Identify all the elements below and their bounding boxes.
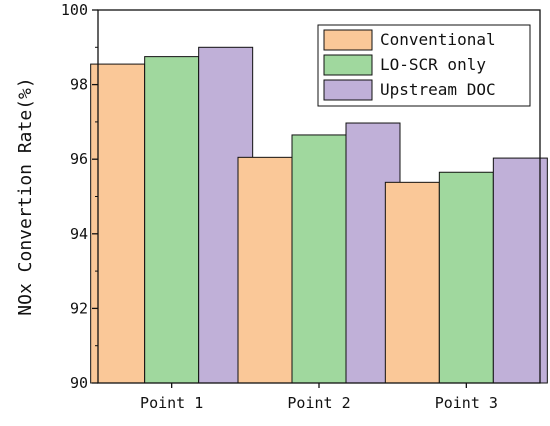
y-tick-label: 90 bbox=[70, 374, 88, 392]
legend-swatch bbox=[323, 79, 373, 101]
bar-lo-scr-only-point-2 bbox=[291, 134, 347, 384]
x-tick-label: Point 1 bbox=[140, 394, 203, 412]
y-tick-label: 94 bbox=[70, 225, 88, 243]
legend-swatch bbox=[323, 29, 373, 51]
bars-layer bbox=[90, 46, 548, 384]
plot-frame bbox=[97, 9, 541, 384]
y-tick-label: 92 bbox=[70, 299, 88, 317]
bar-lo-scr-only-point-3 bbox=[438, 171, 494, 384]
legend-label: Conventional bbox=[380, 30, 496, 49]
x-tick-label: Point 2 bbox=[287, 394, 350, 412]
bar-conventional-point-1 bbox=[90, 63, 146, 384]
x-tick-label: Point 3 bbox=[435, 394, 498, 412]
legend-label: Upstream DOC bbox=[380, 80, 496, 99]
legend: Conventional LO-SCR only Upstream DOC bbox=[317, 24, 531, 107]
x-axis: Point 1 Point 2 Point 3 bbox=[140, 383, 498, 412]
y-axis: 90 92 94 96 98 100 bbox=[61, 1, 98, 392]
bar-lo-scr-only-point-1 bbox=[144, 56, 200, 384]
y-tick-label: 96 bbox=[70, 150, 88, 168]
bar-upstream-doc-point-3 bbox=[492, 157, 548, 384]
bar-conventional-point-2 bbox=[237, 156, 293, 384]
y-axis-title: NOx Convertion Rate(%) bbox=[15, 77, 36, 315]
legend-swatch bbox=[323, 54, 373, 76]
y-tick-label: 100 bbox=[61, 1, 88, 19]
y-tick-label: 98 bbox=[70, 76, 88, 94]
legend-label: LO-SCR only bbox=[380, 55, 486, 74]
bar-conventional-point-3 bbox=[384, 181, 440, 384]
